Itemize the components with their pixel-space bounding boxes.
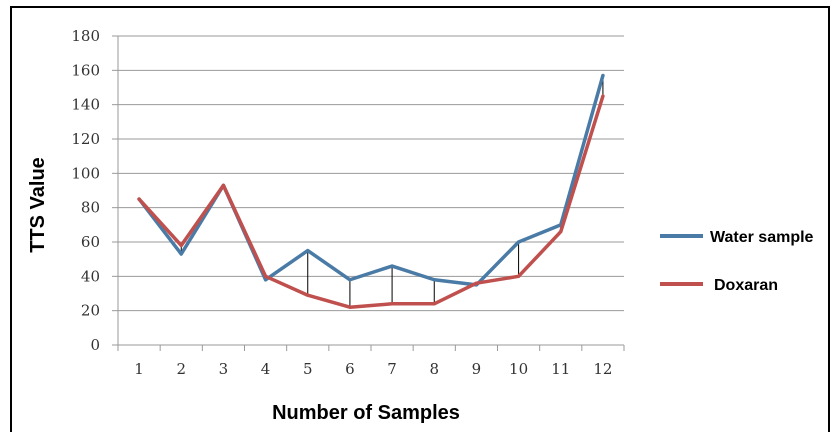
- data-point: [390, 264, 394, 268]
- chart-frame: [10, 6, 830, 432]
- x-tick-label: 2: [176, 360, 186, 378]
- data-point: [517, 240, 521, 244]
- gridlines: [112, 35, 625, 351]
- y-tick-label: 80: [81, 199, 100, 217]
- data-point: [179, 243, 183, 247]
- y-tick-label: 120: [71, 130, 100, 148]
- data-point: [264, 278, 268, 282]
- x-tick-label: 8: [429, 360, 439, 378]
- data-point: [264, 274, 268, 278]
- x-tick-label: 12: [593, 360, 612, 378]
- x-tick-label: 6: [345, 360, 355, 378]
- series-line-doxaran: [137, 94, 605, 309]
- x-tick-label: 11: [551, 360, 570, 378]
- x-tick-label: 1: [134, 360, 144, 378]
- x-tick-label: 3: [219, 360, 229, 378]
- data-point: [390, 302, 394, 306]
- data-point: [306, 293, 310, 297]
- y-tick-labels: 0 20 40 60 80 100 120 140 160 180: [71, 27, 100, 354]
- x-axis-label: Number of Samples: [272, 402, 460, 424]
- data-point: [601, 94, 605, 98]
- y-tick-label: 20: [81, 302, 100, 320]
- data-point: [601, 73, 605, 77]
- data-point: [474, 281, 478, 285]
- y-tick-label: 160: [71, 61, 100, 79]
- data-point: [306, 249, 310, 253]
- difference-lines: [180, 75, 604, 308]
- x-tick-labels: 1 2 3 4 5 6 7 8 9 10 11 12: [134, 360, 612, 378]
- data-point: [559, 230, 563, 234]
- x-tick-label: 4: [261, 360, 271, 378]
- y-axis-label: TTS Value: [27, 157, 49, 253]
- data-point: [179, 252, 183, 256]
- series-line-water-sample: [137, 73, 605, 287]
- legend: Water sample Doxaran: [660, 229, 814, 294]
- y-tick-label: 140: [71, 96, 100, 114]
- data-point: [137, 197, 141, 201]
- x-tick-label: 5: [303, 360, 313, 378]
- x-tick-label: 9: [472, 360, 482, 378]
- y-tick-label: 40: [81, 267, 100, 285]
- data-point: [348, 278, 352, 282]
- x-tick-label: 10: [509, 360, 528, 378]
- data-point: [221, 183, 225, 187]
- legend-label-water-sample: Water sample: [710, 229, 814, 246]
- y-tick-label: 60: [81, 233, 100, 251]
- series-lines: [137, 73, 605, 309]
- y-tick-label: 100: [71, 164, 100, 182]
- data-point: [432, 302, 436, 306]
- data-point: [432, 278, 436, 282]
- y-tick-label: 180: [71, 27, 100, 45]
- legend-label-doxaran: Doxaran: [714, 277, 778, 294]
- x-tick-label: 7: [387, 360, 397, 378]
- y-tick-label: 0: [90, 336, 100, 354]
- data-point: [348, 305, 352, 309]
- data-point: [517, 274, 521, 278]
